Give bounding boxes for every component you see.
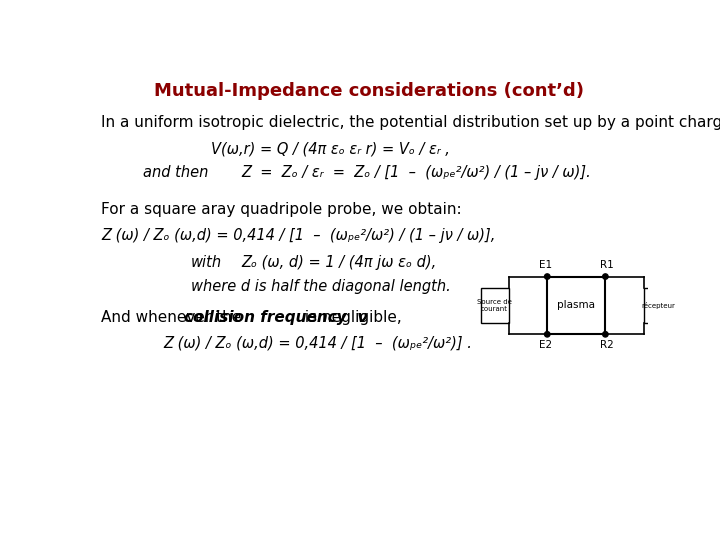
Text: with: with bbox=[191, 255, 222, 270]
Text: and then: and then bbox=[143, 165, 208, 180]
Circle shape bbox=[544, 332, 550, 337]
Circle shape bbox=[544, 274, 550, 279]
Text: Z (ω) / Zₒ (ω,d) = 0,414 / [1  –  (ωₚₑ²/ω²) / (1 – jν / ω)],: Z (ω) / Zₒ (ω,d) = 0,414 / [1 – (ωₚₑ²/ω²… bbox=[101, 228, 495, 243]
Text: récepteur: récepteur bbox=[641, 302, 675, 309]
Text: plasma: plasma bbox=[557, 300, 595, 310]
Text: E1: E1 bbox=[539, 260, 552, 271]
Text: For a square aray quadripole probe, we obtain:: For a square aray quadripole probe, we o… bbox=[101, 202, 462, 217]
Bar bbox=[481, 288, 508, 323]
Text: is negligible,: is negligible, bbox=[300, 309, 402, 325]
Text: collision frequency  ν: collision frequency ν bbox=[184, 309, 367, 325]
Text: Z  =  Zₒ / εᵣ  =  Zₒ / [1  –  (ωₚₑ²/ω²) / (1 – jν / ω)].: Z = Zₒ / εᵣ = Zₒ / [1 – (ωₚₑ²/ω²) / (1 –… bbox=[241, 165, 591, 180]
Text: courant: courant bbox=[481, 306, 508, 312]
Text: Mutual-Impedance considerations (cont’d): Mutual-Impedance considerations (cont’d) bbox=[154, 82, 584, 100]
Text: where d is half the diagonal length.: where d is half the diagonal length. bbox=[191, 279, 451, 294]
Circle shape bbox=[603, 332, 608, 337]
Text: And whenever the: And whenever the bbox=[101, 309, 246, 325]
Text: Source de: Source de bbox=[477, 299, 512, 305]
Text: R1: R1 bbox=[600, 260, 614, 271]
Circle shape bbox=[603, 274, 608, 279]
Text: R2: R2 bbox=[600, 340, 614, 350]
Bar bbox=[547, 276, 606, 334]
Text: Z (ω) / Zₒ (ω,d) = 0,414 / [1  –  (ωₚₑ²/ω²)] .: Z (ω) / Zₒ (ω,d) = 0,414 / [1 – (ωₚₑ²/ω²… bbox=[163, 336, 472, 351]
Text: Zₒ (ω, d) = 1 / (4π jω εₒ d),: Zₒ (ω, d) = 1 / (4π jω εₒ d), bbox=[241, 255, 436, 270]
Text: E2: E2 bbox=[539, 340, 552, 350]
Text: V(ω,r) = Q / (4π εₒ εᵣ r) = Vₒ / εᵣ ,: V(ω,r) = Q / (4π εₒ εᵣ r) = Vₒ / εᵣ , bbox=[211, 142, 450, 157]
Bar bbox=[644, 288, 672, 323]
Text: In a uniform isotropic dielectric, the potential distribution set up by a point : In a uniform isotropic dielectric, the p… bbox=[101, 115, 720, 130]
